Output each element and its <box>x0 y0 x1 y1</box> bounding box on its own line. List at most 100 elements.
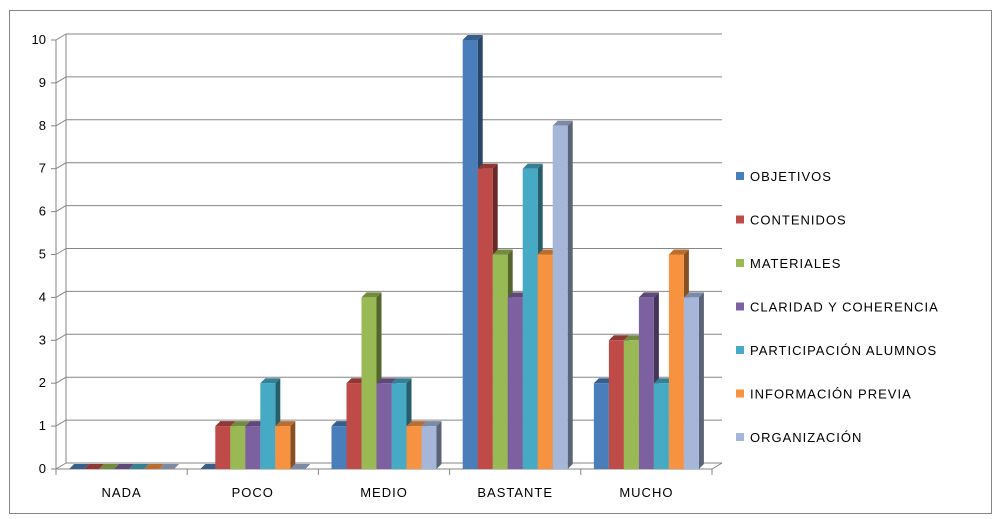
y-tick-label: 7 <box>39 161 46 176</box>
bar <box>84 464 105 469</box>
legend-label: OBJETIVOS <box>750 169 832 184</box>
bar-side <box>698 292 704 469</box>
y-tick-label: 4 <box>39 289 46 304</box>
bar-top <box>260 378 281 384</box>
bar <box>69 464 90 469</box>
y-tick-label: 8 <box>39 118 46 133</box>
bar-front <box>346 383 362 469</box>
y-tick-label: 6 <box>39 204 46 219</box>
bar-front <box>593 383 609 469</box>
bar-front <box>462 40 478 469</box>
x-tick-label: POCO <box>232 485 274 500</box>
bar-front <box>537 254 553 469</box>
floor-edge <box>711 462 723 470</box>
x-tick-label: MUCHO <box>619 485 673 500</box>
legend-swatch <box>736 259 744 267</box>
bar-top <box>275 421 296 427</box>
legend-item: OBJETIVOS <box>736 169 832 184</box>
bar-top <box>683 292 704 298</box>
bar-side <box>290 421 296 469</box>
bar-top <box>608 335 629 341</box>
bar-top <box>361 292 382 298</box>
bar-top <box>522 163 543 169</box>
bar-top <box>668 249 689 255</box>
legend-item: CLARIDAD Y COHERENCIA <box>736 300 938 315</box>
gridline-depth <box>55 290 67 298</box>
bars <box>69 35 704 470</box>
y-tick-label: 10 <box>32 32 46 47</box>
bar-top <box>376 378 397 384</box>
bar-front <box>361 297 377 469</box>
y-axis-ticks: 0 1 2 3 4 5 6 7 8 9 10 <box>32 32 46 476</box>
legend-item: CONTENIDOS <box>736 213 846 228</box>
bar-front <box>391 383 407 469</box>
bar-top <box>462 35 483 40</box>
bar <box>275 421 296 469</box>
bar-front <box>507 297 523 469</box>
legend-label: INFORMACIÓN PREVIA <box>750 387 912 402</box>
bar-front <box>245 426 261 469</box>
y-tick-label: 1 <box>39 418 46 433</box>
legend-label: PARTICIPACIÓN ALUMNOS <box>750 343 937 358</box>
bar-top <box>159 464 180 469</box>
gridline-depth <box>55 419 67 427</box>
bar <box>129 464 150 469</box>
bar-top <box>69 464 90 469</box>
y-tick-label: 0 <box>39 461 46 476</box>
gridline-depth <box>55 248 67 255</box>
bar-front <box>275 426 291 469</box>
legend-item: MATERIALES <box>736 256 841 271</box>
bar-front <box>406 426 422 469</box>
legend: OBJETIVOS CONTENIDOS MATERIALES CLARIDAD Y … <box>736 169 938 445</box>
legend-item: INFORMACIÓN PREVIA <box>736 387 912 402</box>
bar-top <box>144 464 165 469</box>
bar-front <box>683 297 699 469</box>
x-tick-label: MEDIO <box>360 485 408 500</box>
bar-front <box>492 254 508 469</box>
bar <box>683 292 704 469</box>
bar-top <box>492 249 513 255</box>
legend-swatch <box>736 215 744 224</box>
legend-swatch <box>736 302 744 311</box>
y-tick-label: 9 <box>39 75 46 90</box>
bar-top <box>477 163 498 169</box>
x-tick-label: BASTANTE <box>477 485 553 500</box>
bar-top <box>290 464 311 469</box>
bar-top <box>114 464 135 469</box>
bar <box>144 464 165 469</box>
bar-front <box>230 426 246 469</box>
bar-front <box>552 125 568 470</box>
bar-front <box>608 340 624 469</box>
gridline-depth <box>55 33 67 41</box>
bar-front <box>260 383 276 469</box>
legend-label: ORGANIZACIÓN <box>750 430 862 445</box>
bar <box>99 464 120 469</box>
bar <box>552 120 573 470</box>
gridline-depth <box>55 205 67 213</box>
bar-front <box>477 168 493 469</box>
x-axis-ticks: NADA POCO MEDIO BASTANTE MUCHO <box>102 485 673 500</box>
y-tick-label: 5 <box>39 247 46 262</box>
y-tick-label: 3 <box>39 332 46 347</box>
bar-front <box>421 426 437 469</box>
bar-side <box>567 120 573 470</box>
legend-swatch <box>736 433 744 441</box>
gridline-depth <box>55 462 67 470</box>
bar-front <box>376 383 392 469</box>
legend-label: MATERIALES <box>750 256 841 271</box>
bar <box>290 464 311 469</box>
bar-top <box>230 421 251 427</box>
y-tick-label: 2 <box>39 375 46 390</box>
bar-top <box>406 421 427 427</box>
legend-swatch <box>736 172 744 180</box>
gridline-depth <box>55 76 67 84</box>
bar-front <box>522 168 538 469</box>
bar <box>114 464 135 469</box>
bar <box>421 421 442 469</box>
bar-top <box>421 421 442 427</box>
bar-front <box>623 340 639 469</box>
legend-item: PARTICIPACIÓN ALUMNOS <box>736 343 937 358</box>
gridline-depth <box>55 376 67 384</box>
bar <box>477 163 498 469</box>
